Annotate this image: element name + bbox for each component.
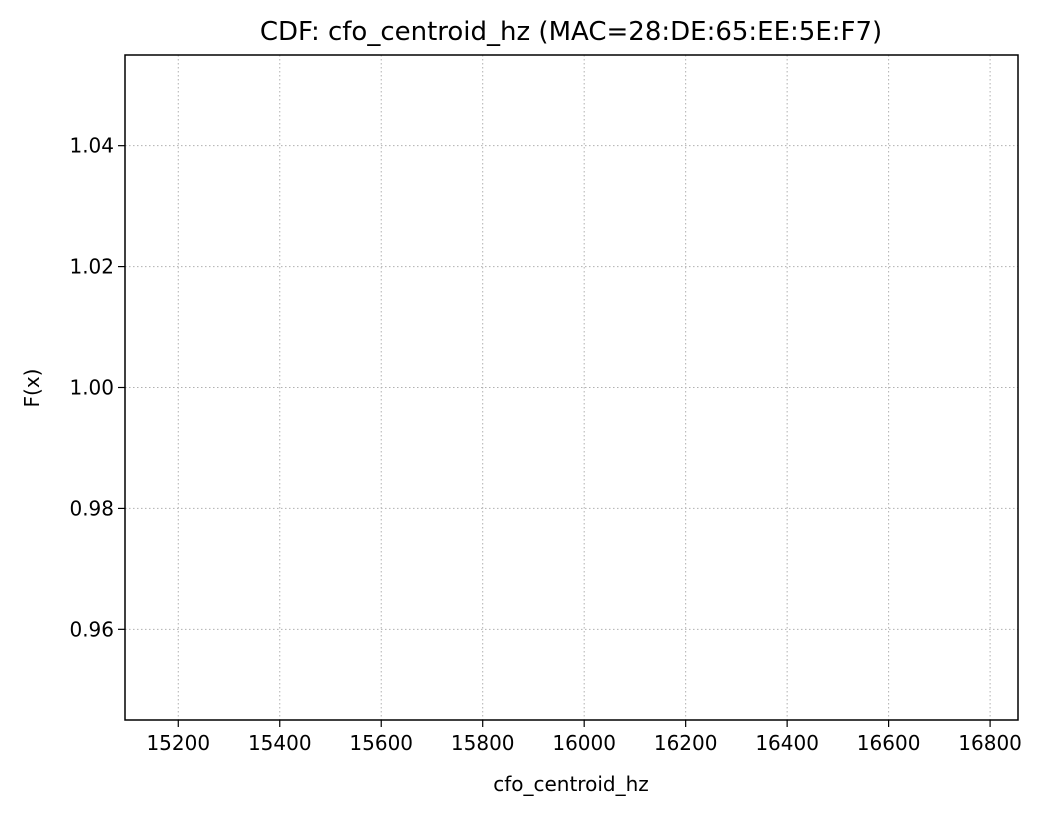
x-tick-label: 15600 bbox=[349, 731, 413, 755]
x-tick-label: 16800 bbox=[958, 731, 1022, 755]
chart-title: CDF: cfo_centroid_hz (MAC=28:DE:65:EE:5E… bbox=[260, 17, 882, 47]
y-tick-label: 0.98 bbox=[69, 496, 114, 520]
y-axis-label: F(x) bbox=[20, 369, 44, 408]
x-tick-label: 16200 bbox=[654, 731, 718, 755]
x-tick-label: 15200 bbox=[146, 731, 210, 755]
y-tick-label: 1.00 bbox=[69, 376, 114, 400]
y-axis-ticks: 0.96 0.98 1.00 1.02 1.04 bbox=[69, 134, 125, 641]
y-grid bbox=[125, 145, 1018, 630]
x-tick-label: 16400 bbox=[755, 731, 819, 755]
x-tick-label: 16000 bbox=[552, 731, 616, 755]
x-tick-label: 15800 bbox=[451, 731, 515, 755]
plot-area bbox=[125, 55, 1018, 720]
x-tick-label: 15400 bbox=[248, 731, 312, 755]
y-tick-label: 1.04 bbox=[69, 134, 114, 158]
x-tick-label: 16600 bbox=[857, 731, 921, 755]
x-axis-label: cfo_centroid_hz bbox=[493, 772, 649, 796]
y-tick-label: 1.02 bbox=[69, 255, 114, 279]
y-tick-label: 0.96 bbox=[69, 617, 114, 641]
x-axis-ticks: 15200 15400 15600 15800 16000 16200 16400 16600… bbox=[146, 720, 1022, 755]
